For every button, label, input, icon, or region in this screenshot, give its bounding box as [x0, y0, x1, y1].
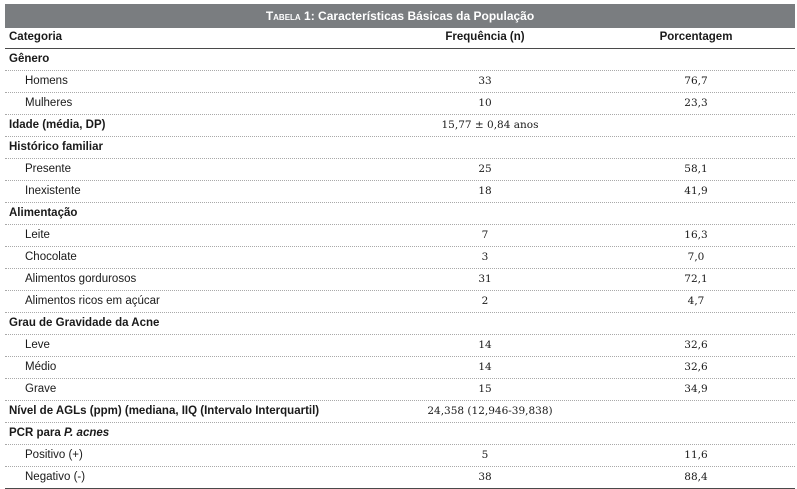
table-row: Positivo (+) 5 11,6: [5, 445, 795, 467]
row-frequency: 14: [478, 361, 492, 373]
table-group-row: PCR para P. acnes: [5, 423, 795, 445]
row-category: Nível de AGLs (ppm) (mediana, IIQ (Inter…: [9, 401, 319, 422]
row-category-label: Inexistente: [25, 185, 81, 197]
row-frequency: 38: [478, 471, 492, 483]
row-percentage: 76,7: [684, 75, 708, 87]
table-title-prefix: Tabela 1:: [265, 9, 315, 23]
row-category: Homens: [25, 71, 68, 92]
table-group-row: Idade (média, DP) 15,77 ± 0,84 anos: [5, 115, 795, 137]
row-category-label: Histórico familiar: [9, 141, 103, 153]
characteristics-table: Tabela 1: Características Básicas da Pop…: [5, 4, 795, 489]
row-category-label: Alimentação: [9, 207, 78, 219]
row-category: Positivo (+): [25, 445, 83, 466]
row-category: Leite: [25, 225, 50, 246]
row-frequency: 31: [478, 273, 492, 285]
row-frequency: 15,77 ± 0,84 anos: [441, 119, 539, 131]
row-percentage: 32,6: [684, 339, 708, 351]
row-category-label: Chocolate: [25, 251, 77, 263]
row-category: Presente: [25, 159, 71, 180]
row-category: Alimentação: [9, 203, 77, 224]
row-percentage: 41,9: [684, 185, 708, 197]
row-frequency: 33: [478, 75, 492, 87]
row-category: Alimentos gordurosos: [25, 269, 136, 290]
header-categoria: Categoria: [9, 31, 63, 43]
table-title-text: Características Básicas da População: [314, 9, 535, 23]
header-frequencia: Frequência (n): [445, 31, 525, 43]
row-category-label: Grau de Gravidade da Acne: [9, 317, 160, 329]
row-category-label: Presente: [25, 163, 72, 175]
header-porcentagem: Porcentagem: [659, 31, 733, 43]
row-frequency: 14: [478, 339, 492, 351]
row-category: Mulheres: [25, 93, 72, 114]
table-row: Leite 7 16,3: [5, 225, 795, 247]
table-body: Gênero Homens 33 76,7 Mulheres 10 23,3 Idade (m…: [5, 49, 795, 489]
row-category: Negativo (-): [25, 467, 85, 488]
row-category-label: PCR para: [9, 427, 64, 439]
table-row: Grave 15 34,9: [5, 379, 795, 401]
row-frequency: 10: [478, 97, 492, 109]
row-category: Médio: [25, 357, 56, 378]
row-percentage: 16,3: [684, 229, 708, 241]
table-row: Negativo (-) 38 88,4: [5, 467, 795, 489]
row-category-label: Leite: [25, 229, 50, 241]
row-category: Gênero: [9, 49, 49, 70]
row-frequency: 18: [478, 185, 492, 197]
row-category-label: Grave: [25, 383, 57, 395]
table-group-row: Grau de Gravidade da Acne: [5, 313, 795, 335]
row-category-label: Leve: [25, 339, 50, 351]
row-category-label: Negativo (-): [25, 471, 86, 483]
row-category-label: Mulheres: [25, 97, 73, 109]
table-row: Chocolate 3 7,0: [5, 247, 795, 269]
row-percentage: 58,1: [684, 163, 708, 175]
row-category-label: Idade (média, DP): [9, 119, 106, 131]
row-category-label: Homens: [25, 75, 68, 87]
row-category-label: Gênero: [9, 53, 50, 65]
row-category: Histórico familiar: [9, 137, 103, 158]
row-category: Idade (média, DP): [9, 115, 106, 136]
row-category: Grave: [25, 379, 56, 400]
row-percentage: 32,6: [684, 361, 708, 373]
row-frequency: 25: [478, 163, 492, 175]
row-category-label: Nível de AGLs (ppm) (mediana, IIQ (Inter…: [9, 405, 320, 417]
row-percentage: 7,0: [687, 251, 705, 263]
row-category: Grau de Gravidade da Acne: [9, 313, 159, 334]
table-group-row: Gênero: [5, 49, 795, 71]
row-category: Chocolate: [25, 247, 77, 268]
row-category-label: Alimentos ricos em açúcar: [25, 295, 160, 307]
row-frequency: 2: [481, 295, 489, 307]
row-frequency: 15: [478, 383, 492, 395]
row-frequency: 7: [481, 229, 489, 241]
row-category-label: Alimentos gordurosos: [25, 273, 137, 285]
row-percentage: 4,7: [687, 295, 705, 307]
table-group-row: Histórico familiar: [5, 137, 795, 159]
table-title: Tabela 1: Características Básicas da Pop…: [5, 4, 795, 28]
row-percentage: 88,4: [684, 471, 708, 483]
table-row: Médio 14 32,6: [5, 357, 795, 379]
row-category-italic: P. acnes: [63, 427, 110, 439]
table-row: Mulheres 10 23,3: [5, 93, 795, 115]
row-category: Leve: [25, 335, 50, 356]
table-row: Leve 14 32,6: [5, 335, 795, 357]
row-frequency: 5: [481, 449, 489, 461]
row-category: Inexistente: [25, 181, 81, 202]
table-header-row: Categoria Frequência (n) Porcentagem: [5, 28, 795, 49]
row-category: Alimentos ricos em açúcar: [25, 291, 160, 312]
row-category: PCR para P. acnes: [9, 423, 109, 444]
row-percentage: 34,9: [684, 383, 708, 395]
row-percentage: 11,6: [684, 449, 708, 461]
row-frequency: 24,358 (12,946-39,838): [427, 405, 553, 417]
row-percentage: 23,3: [684, 97, 708, 109]
row-category-label: Médio: [25, 361, 57, 373]
row-percentage: 72,1: [684, 273, 708, 285]
table-row: Homens 33 76,7: [5, 71, 795, 93]
table-group-row: Nível de AGLs (ppm) (mediana, IIQ (Inter…: [5, 401, 795, 423]
table-row: Alimentos gordurosos 31 72,1: [5, 269, 795, 291]
row-category-label: Positivo (+): [25, 449, 83, 461]
table-row: Alimentos ricos em açúcar 2 4,7: [5, 291, 795, 313]
table-row: Inexistente 18 41,9: [5, 181, 795, 203]
table-row: Presente 25 58,1: [5, 159, 795, 181]
table-group-row: Alimentação: [5, 203, 795, 225]
row-frequency: 3: [481, 251, 489, 263]
